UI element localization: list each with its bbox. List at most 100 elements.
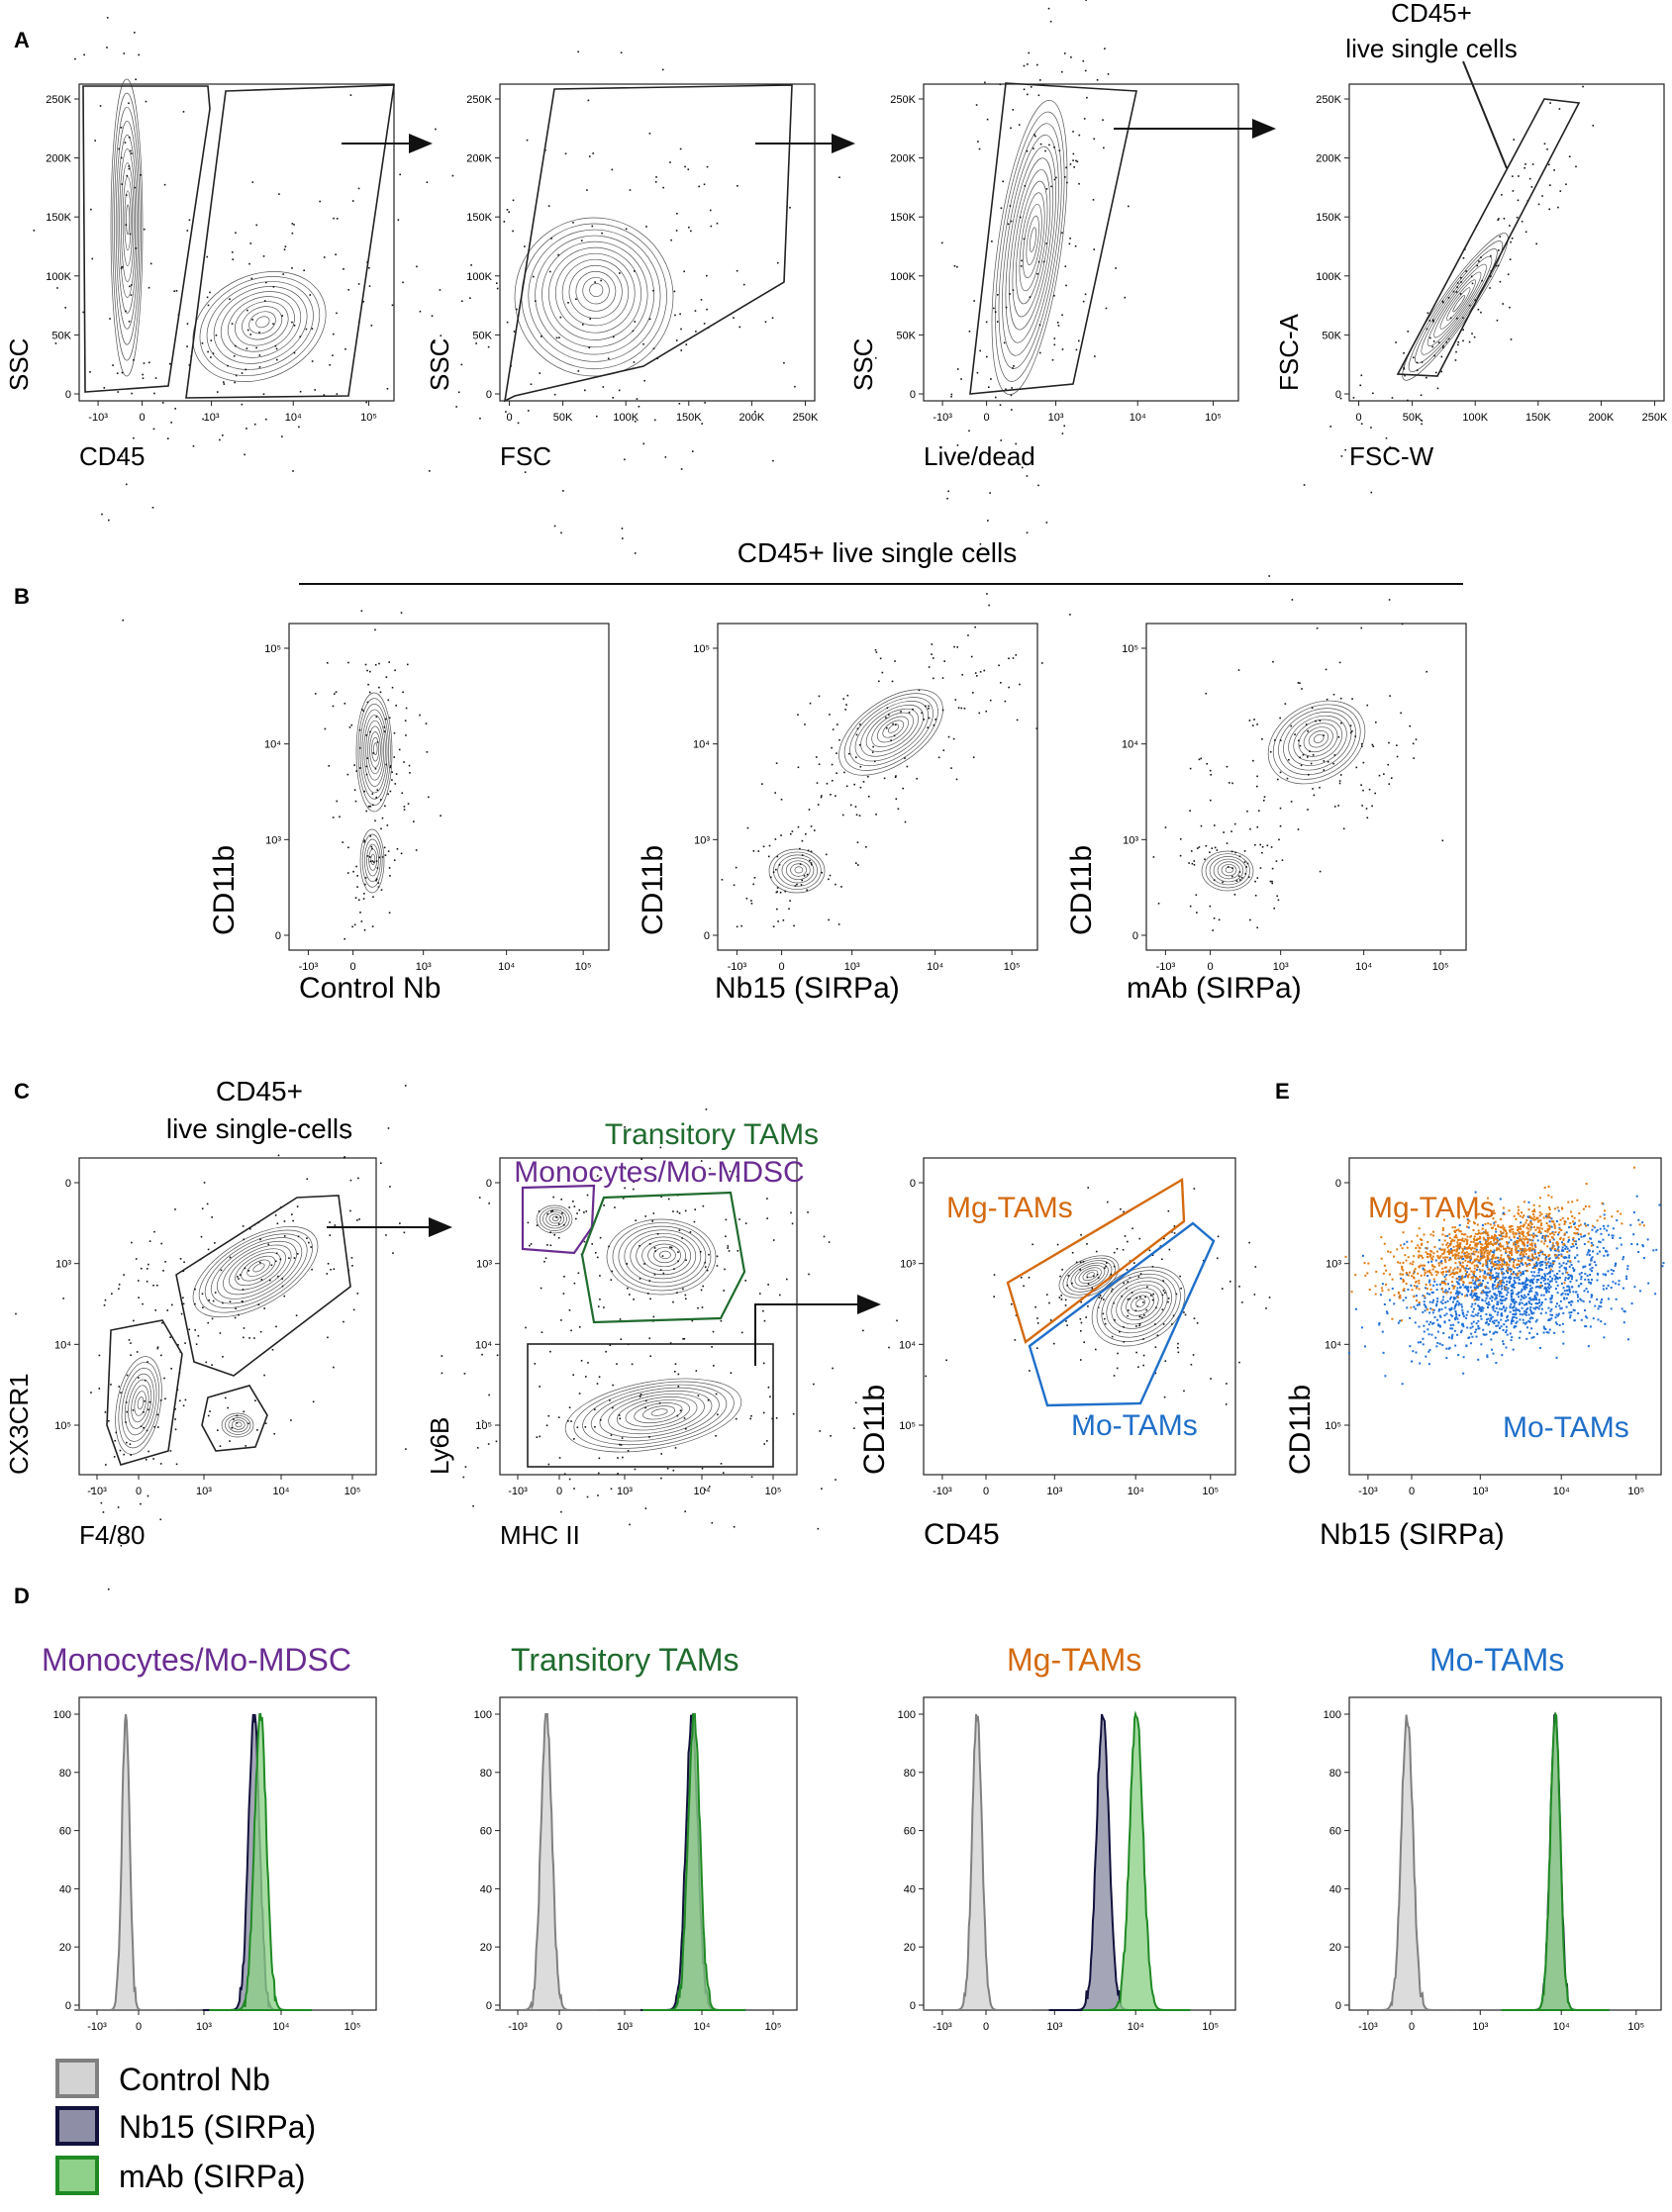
event-dot <box>999 83 1002 86</box>
event-dot <box>1096 1274 1099 1276</box>
mg-point <box>1555 1254 1558 1257</box>
event-dot <box>1154 1323 1156 1325</box>
mg-point <box>1522 1241 1524 1244</box>
event-dot <box>575 298 577 301</box>
mo-point <box>1382 1351 1385 1354</box>
mg-point <box>1419 1247 1422 1250</box>
y-axis-label: SSC <box>425 338 454 391</box>
event-dot <box>154 1309 157 1311</box>
event-dot <box>1432 321 1434 323</box>
mg-point <box>1518 1263 1521 1266</box>
event-dot <box>742 283 745 286</box>
contour-line <box>575 270 617 312</box>
mo-point <box>1465 1274 1468 1277</box>
mg-point <box>1466 1235 1469 1238</box>
event-dot <box>701 1306 704 1308</box>
event-dot <box>138 53 140 56</box>
event-dot <box>1337 805 1339 807</box>
mo-point <box>1586 1316 1589 1319</box>
event-dot <box>349 1179 352 1182</box>
mo-point <box>1602 1285 1605 1288</box>
mg-point <box>1523 1241 1525 1244</box>
mo-point <box>1518 1291 1521 1294</box>
contour-line <box>1283 712 1352 771</box>
mg-point <box>1538 1229 1541 1232</box>
contour-line <box>1213 858 1244 883</box>
mo-point <box>1482 1333 1485 1336</box>
mg-point <box>1499 1245 1502 1248</box>
mo-point <box>1541 1234 1544 1237</box>
mg-point <box>1354 1274 1357 1277</box>
y-tick-label: 60 <box>480 1826 492 1838</box>
mo-point <box>1520 1291 1523 1294</box>
mo-point <box>1533 1265 1536 1268</box>
mo-point <box>1591 1256 1594 1259</box>
event-dot <box>1390 777 1393 779</box>
event-dot <box>164 1261 166 1263</box>
event-dot <box>253 423 256 426</box>
event-dot <box>112 364 114 366</box>
mg-point <box>1454 1234 1457 1237</box>
mg-point <box>1367 1262 1370 1265</box>
event-dot <box>1123 1325 1125 1328</box>
mo-point <box>1513 1276 1516 1279</box>
mo-point <box>1436 1299 1439 1302</box>
mo-point <box>1568 1254 1571 1257</box>
mo-point <box>1430 1333 1433 1336</box>
mo-point <box>1442 1296 1445 1298</box>
event-dot <box>984 81 986 84</box>
event-dot <box>246 329 249 332</box>
contour-density <box>1152 599 1444 931</box>
mg-point <box>1524 1247 1526 1250</box>
event-dot <box>1180 1287 1182 1290</box>
event-dot <box>146 1280 148 1283</box>
mo-point <box>1608 1233 1611 1236</box>
mg-point <box>1413 1277 1416 1280</box>
event-dot <box>557 253 559 256</box>
event-dot <box>380 889 383 891</box>
event-dot <box>704 1266 707 1269</box>
event-dot <box>219 1332 222 1334</box>
mo-point <box>1534 1301 1537 1304</box>
mo-point <box>1503 1323 1506 1326</box>
event-dot <box>1103 1267 1106 1270</box>
event-dot <box>1231 867 1233 869</box>
event-dot <box>838 738 840 741</box>
mo-point <box>1497 1290 1500 1293</box>
mo-point <box>1383 1302 1386 1305</box>
mo-point <box>1360 1326 1363 1329</box>
mg-point <box>1487 1238 1490 1241</box>
mo-point <box>1448 1257 1451 1260</box>
mo-point <box>1556 1314 1559 1317</box>
mo-point <box>1599 1241 1602 1244</box>
mo-point <box>1544 1311 1547 1314</box>
mo-point <box>1449 1298 1452 1300</box>
event-dot <box>717 1413 719 1416</box>
mo-point <box>1459 1278 1462 1281</box>
mg-point <box>1527 1234 1530 1237</box>
event-dot <box>591 1243 593 1245</box>
event-dot <box>347 846 349 849</box>
event-dot <box>1175 1293 1178 1296</box>
event-dot <box>319 200 321 203</box>
event-dot <box>804 723 806 725</box>
event-dot <box>1105 1262 1108 1264</box>
event-dot <box>362 898 365 900</box>
mg-point <box>1451 1254 1454 1257</box>
panel-b-header: CD45+ live single cells <box>738 537 1017 568</box>
event-dot <box>1513 139 1516 141</box>
event-dot <box>194 1329 196 1331</box>
event-dot <box>530 1243 533 1245</box>
mg-point <box>1517 1259 1520 1262</box>
mo-point <box>1535 1298 1538 1301</box>
event-dot <box>1246 810 1248 813</box>
mo-point <box>1538 1304 1541 1307</box>
mg-point <box>1547 1205 1550 1208</box>
event-dot <box>835 795 836 798</box>
event-dot <box>655 176 657 178</box>
event-dot <box>1261 851 1263 854</box>
mg-point <box>1388 1273 1391 1276</box>
mg-point <box>1603 1209 1606 1212</box>
mg-point <box>1475 1239 1478 1242</box>
event-dot <box>916 777 918 780</box>
